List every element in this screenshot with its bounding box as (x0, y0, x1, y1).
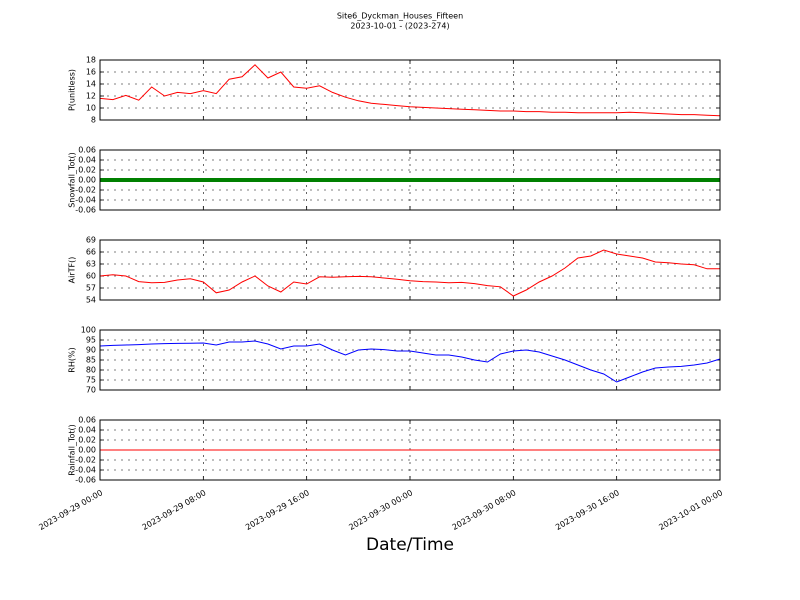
y-tick-label: 12 (86, 92, 96, 101)
y-axis-label: Rainfall_Tot() (68, 424, 77, 476)
y-tick-label: -0.06 (75, 206, 96, 215)
y-tick-label: 95 (86, 336, 96, 345)
y-tick-label: 0.02 (78, 436, 96, 445)
data-line (99, 340, 721, 383)
y-tick-label: 70 (86, 386, 96, 395)
y-tick-label: 8 (91, 116, 96, 125)
y-tick-label: 100 (81, 326, 96, 335)
plot-frame (99, 59, 721, 121)
y-tick-label: 0.00 (78, 446, 96, 455)
y-tick-label: 16 (86, 68, 96, 77)
data-line (99, 249, 720, 297)
y-tick-label: 0.06 (78, 146, 96, 155)
y-axis-label: Snowfall_Tot() (68, 152, 77, 208)
y-tick-label: 0.04 (78, 156, 96, 165)
y-tick-label: 54 (86, 296, 96, 305)
plot-frame (99, 239, 721, 301)
chart-subtitle: 2023-10-01 - (2023-274) (350, 22, 449, 31)
y-tick-label: 14 (86, 80, 96, 89)
y-tick-label: 90 (86, 346, 96, 355)
y-tick-label: 0.00 (78, 176, 96, 185)
y-tick-label: 18 (86, 56, 96, 65)
y-tick-label: 60 (86, 272, 96, 281)
plot-frame (99, 329, 721, 391)
y-tick-label: 10 (86, 104, 96, 113)
y-axis-label: AirTF() (68, 257, 77, 284)
plot-frame (99, 419, 721, 481)
y-tick-label: 0.06 (78, 416, 96, 425)
y-tick-label: 75 (86, 376, 96, 385)
x-axis-label: Date/Time (366, 535, 454, 555)
y-axis-label: P(unitless) (68, 69, 77, 111)
y-axis-label: RH(%) (68, 347, 77, 372)
y-tick-label: 0.02 (78, 166, 96, 175)
y-tick-label: 80 (86, 366, 96, 375)
y-tick-label: 0.04 (78, 426, 96, 435)
y-tick-label: -0.02 (75, 186, 96, 195)
y-tick-label: 63 (86, 260, 96, 269)
y-tick-label: -0.04 (75, 466, 96, 475)
data-line (99, 64, 721, 117)
y-tick-label: 69 (86, 236, 96, 245)
y-tick-label: 66 (86, 248, 96, 257)
plot-frame (99, 149, 721, 211)
chart-title: Site6_Dyckman_Houses_Fifteen (337, 12, 463, 21)
y-tick-label: -0.06 (75, 476, 96, 485)
y-tick-label: -0.02 (75, 456, 96, 465)
y-tick-label: 85 (86, 356, 96, 365)
y-tick-label: 57 (86, 284, 96, 293)
y-tick-label: -0.04 (75, 196, 96, 205)
